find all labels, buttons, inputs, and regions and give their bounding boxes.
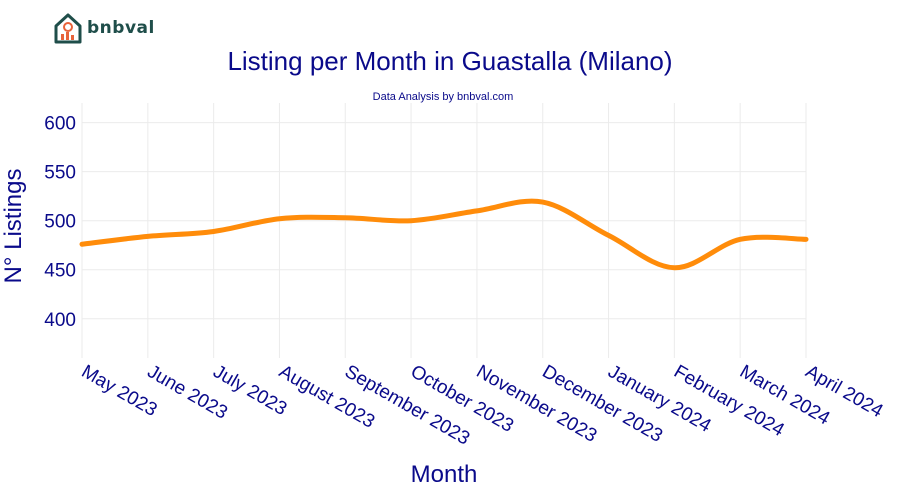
grid — [81, 103, 807, 358]
data-point — [606, 233, 611, 238]
logo-text: bnbval — [87, 18, 155, 38]
y-tick-label: 550 — [44, 163, 76, 184]
data-point — [145, 234, 150, 239]
y-axis-ticks: 400 450 500 550 600 — [44, 114, 76, 331]
data-point — [804, 237, 809, 242]
x-axis-title: Month — [411, 461, 478, 488]
data-point — [540, 200, 545, 205]
x-tick-label: February 2024 — [670, 361, 788, 441]
y-tick-label: 600 — [44, 114, 76, 135]
house-chart-icon — [54, 13, 82, 44]
data-point — [409, 218, 414, 223]
y-tick-label: 500 — [44, 212, 76, 233]
chart-title: Listing per Month in Guastalla (Milano) — [227, 46, 672, 76]
bnbval-logo: bnbval — [53, 12, 155, 44]
data-point — [738, 237, 743, 242]
data-point — [80, 242, 85, 247]
y-tick-label: 450 — [44, 261, 76, 282]
y-tick-label: 400 — [44, 310, 76, 331]
y-axis-title: N° Listings — [0, 169, 27, 284]
series-line — [79, 198, 809, 271]
data-point — [211, 229, 216, 234]
series-layer — [79, 198, 809, 271]
chart-subtitle: Data Analysis by bnbval.com — [373, 91, 514, 103]
data-point — [343, 215, 348, 220]
data-point — [474, 208, 479, 213]
data-point — [277, 216, 282, 221]
data-point — [672, 265, 677, 270]
